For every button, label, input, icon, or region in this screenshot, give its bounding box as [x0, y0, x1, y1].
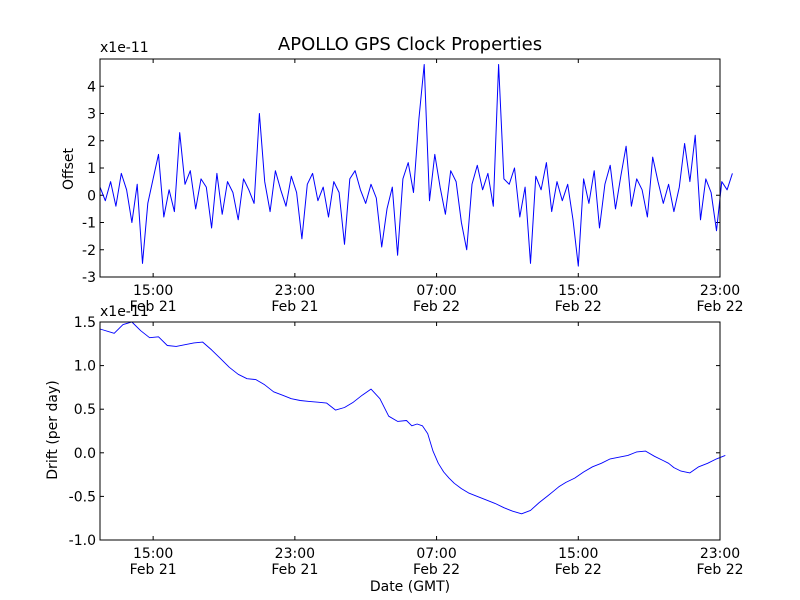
drift-x-tick-time: 07:00: [416, 546, 456, 562]
offset-x-tick-time: 15:00: [133, 283, 173, 299]
offset-series-line: [99, 64, 733, 267]
offset-plot-area: [99, 64, 733, 267]
drift-x-tick-date: Feb 21: [130, 562, 177, 578]
offset-y-tick-label: 2: [87, 134, 96, 150]
x-axis-label: Date (GMT): [370, 579, 450, 595]
offset-x-tick-time: 07:00: [416, 283, 456, 299]
offset-scale-label: x1e-11: [100, 40, 149, 56]
offset-x-tick-date: Feb 22: [696, 299, 743, 315]
chart-title: APOLLO GPS Clock Properties: [278, 34, 542, 55]
drift-series-line: [99, 321, 726, 515]
offset-x-tick-date: Feb 21: [271, 299, 318, 315]
offset-x-tick-time: 23:00: [700, 283, 740, 299]
drift-x-tick-time: 15:00: [133, 546, 173, 562]
drift-y-tick-label: -1.0: [69, 533, 96, 549]
offset-y-tick-label: 4: [87, 79, 96, 95]
offset-y-tick-label: 1: [87, 161, 96, 177]
drift-x-tick-time: 23:00: [275, 546, 315, 562]
drift-x-tick-date: Feb 22: [413, 562, 460, 578]
offset-y-tick-label: -1: [82, 216, 96, 232]
drift-plot-frame: [99, 321, 721, 541]
drift-x-tick-time: 15:00: [558, 546, 598, 562]
offset-x-tick-date: Feb 22: [413, 299, 460, 315]
drift-y-tick-label: 1.0: [74, 359, 96, 375]
drift-y-tick-label: 0.5: [74, 402, 96, 418]
offset-y-axis-label: Offset: [61, 147, 77, 190]
offset-x-tick-time: 23:00: [275, 283, 315, 299]
drift-y-tick-label: -0.5: [69, 489, 96, 505]
drift-x-tick-time: 23:00: [700, 546, 740, 562]
drift-y-tick-label: 0.0: [74, 446, 96, 462]
offset-x-tick-date: Feb 21: [130, 299, 177, 315]
drift-y-tick-label: 1.5: [74, 315, 96, 331]
offset-y-tick-label: 0: [87, 188, 96, 204]
drift-x-tick-date: Feb 22: [555, 562, 602, 578]
offset-x-tick-time: 15:00: [558, 283, 598, 299]
offset-y-tick-label: -2: [82, 243, 96, 259]
drift-plot-area: [99, 321, 726, 515]
drift-scale-label: x1e-11: [100, 304, 149, 320]
drift-x-tick-date: Feb 22: [696, 562, 743, 578]
drift-x-tick-date: Feb 21: [271, 562, 318, 578]
offset-y-tick-label: 3: [87, 107, 96, 123]
offset-y-tick-label: -3: [82, 270, 96, 286]
offset-x-tick-date: Feb 22: [555, 299, 602, 315]
drift-panel: x1e-11 Drift (per day) Date (GMT) -1.0 -0…: [45, 304, 744, 595]
drift-y-axis-label: Drift (per day): [45, 380, 61, 479]
offset-plot-frame: [99, 58, 721, 278]
